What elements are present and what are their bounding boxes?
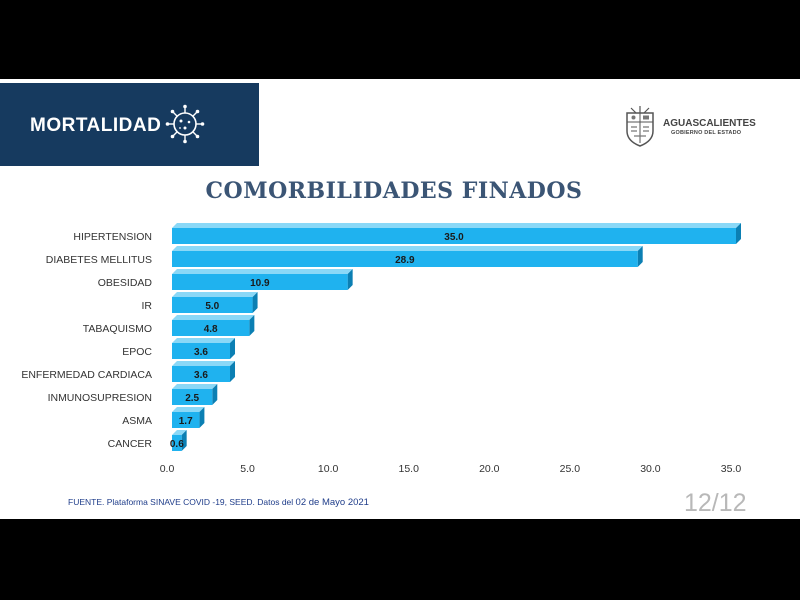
source-date: 02 de Mayo 2021 <box>295 497 369 508</box>
bar-side <box>199 407 205 428</box>
bar-chart: HIPERTENSION 35.0 DIABETES MELLITUS 28.9 OBE… <box>21 223 742 475</box>
x-tick-label: 10.0 <box>318 463 339 475</box>
bar-top <box>172 338 236 343</box>
section-title: MORTALIDAD <box>30 115 162 136</box>
bar-top <box>172 246 643 251</box>
bar <box>172 389 213 405</box>
bar-top <box>172 361 236 366</box>
bar <box>172 435 182 451</box>
logo-name: AGUASCALIENTES <box>663 118 756 129</box>
category-label: OBESIDAD <box>98 277 153 289</box>
x-tick-label: 0.0 <box>160 463 175 475</box>
category-label: DIABETES MELLITUS <box>46 254 152 266</box>
virus-icon <box>165 104 205 144</box>
value-label: 35.0 <box>444 232 464 243</box>
section-banner: MORTALIDAD <box>0 83 259 166</box>
x-tick-label: 15.0 <box>398 463 419 475</box>
bar-inmunosupresion: INMUNOSUPRESION 2.5 <box>48 384 218 405</box>
bar <box>172 228 736 244</box>
bar-tabaquismo: TABAQUISMO 4.8 <box>83 315 255 336</box>
value-label: 2.5 <box>185 393 199 404</box>
category-label: ASMA <box>122 415 152 427</box>
bar-top <box>172 384 218 389</box>
bar-side <box>230 361 236 382</box>
bar <box>172 320 250 336</box>
bar-obesidad: OBESIDAD 10.9 <box>98 269 353 290</box>
x-tick-labels: 0.0 5.0 10.0 15.0 20.0 25.0 30.0 35.0 <box>160 463 742 475</box>
logo-subtitle: GOBIERNO DEL ESTADO <box>671 130 742 136</box>
bar-top <box>172 269 353 274</box>
source-note: FUENTE. Plataforma SINAVE COVID -19, SEE… <box>68 497 369 508</box>
bar-diabetes-mellitus: DIABETES MELLITUS 28.9 <box>46 246 643 267</box>
value-label: 4.8 <box>204 324 218 335</box>
bar-epoc: EPOC 3.6 <box>122 338 236 359</box>
bar-top <box>172 315 255 320</box>
x-tick-label: 30.0 <box>640 463 661 475</box>
bar-side <box>181 430 187 451</box>
bar-asma: ASMA 1.7 <box>122 407 205 428</box>
value-label: 10.9 <box>250 278 270 289</box>
x-tick-label: 35.0 <box>721 463 742 475</box>
bar-top <box>172 223 741 228</box>
bar-side <box>212 384 218 405</box>
bar <box>172 274 348 290</box>
bar-top <box>172 430 187 435</box>
page-number: 12/12 <box>684 489 747 517</box>
bars-group: HIPERTENSION 35.0 DIABETES MELLITUS 28.9 OBE… <box>21 223 741 451</box>
bar-side <box>637 246 643 267</box>
bar-cancer: CANCER 0.6 <box>108 430 187 451</box>
bar-side <box>249 315 255 336</box>
bar-hipertension: HIPERTENSION 35.0 <box>73 223 741 244</box>
category-label: CANCER <box>108 438 153 450</box>
category-label: EPOC <box>122 346 152 358</box>
bar-side <box>736 223 741 244</box>
x-tick-label: 25.0 <box>560 463 581 475</box>
bar-ir: IR 5.0 <box>142 292 258 313</box>
value-label: 3.6 <box>194 370 208 381</box>
category-label: IR <box>142 300 153 312</box>
value-label: 3.6 <box>194 347 208 358</box>
bar <box>172 297 253 313</box>
bar <box>172 343 231 359</box>
bar <box>172 412 200 428</box>
slide: MORTALIDAD AGUASCALIENTES <box>0 79 800 519</box>
bar-top <box>172 292 258 297</box>
value-label: 1.7 <box>179 416 193 427</box>
value-label: 5.0 <box>205 301 219 312</box>
value-label: 28.9 <box>395 255 415 266</box>
value-label: 0.6 <box>170 439 184 450</box>
x-tick-label: 5.0 <box>240 463 255 475</box>
source-text: FUENTE. Plataforma SINAVE COVID -19, SEE… <box>68 497 296 507</box>
category-label: INMUNOSUPRESION <box>48 392 152 404</box>
category-label: HIPERTENSION <box>73 231 152 243</box>
bar-side <box>252 292 258 313</box>
bar <box>172 366 231 382</box>
bar-side <box>230 338 236 359</box>
bar <box>172 251 638 267</box>
category-label: TABAQUISMO <box>83 323 152 335</box>
x-tick-label: 20.0 <box>479 463 500 475</box>
category-label: ENFERMEDAD CARDIACA <box>21 369 152 381</box>
bar-side <box>347 269 353 290</box>
bar-enfermedad-cardiaca: ENFERMEDAD CARDIACA 3.6 <box>21 361 236 382</box>
chart-title: COMORBILIDADES FINADOS <box>205 178 583 204</box>
bar-top <box>172 407 205 412</box>
state-logo <box>626 106 654 147</box>
